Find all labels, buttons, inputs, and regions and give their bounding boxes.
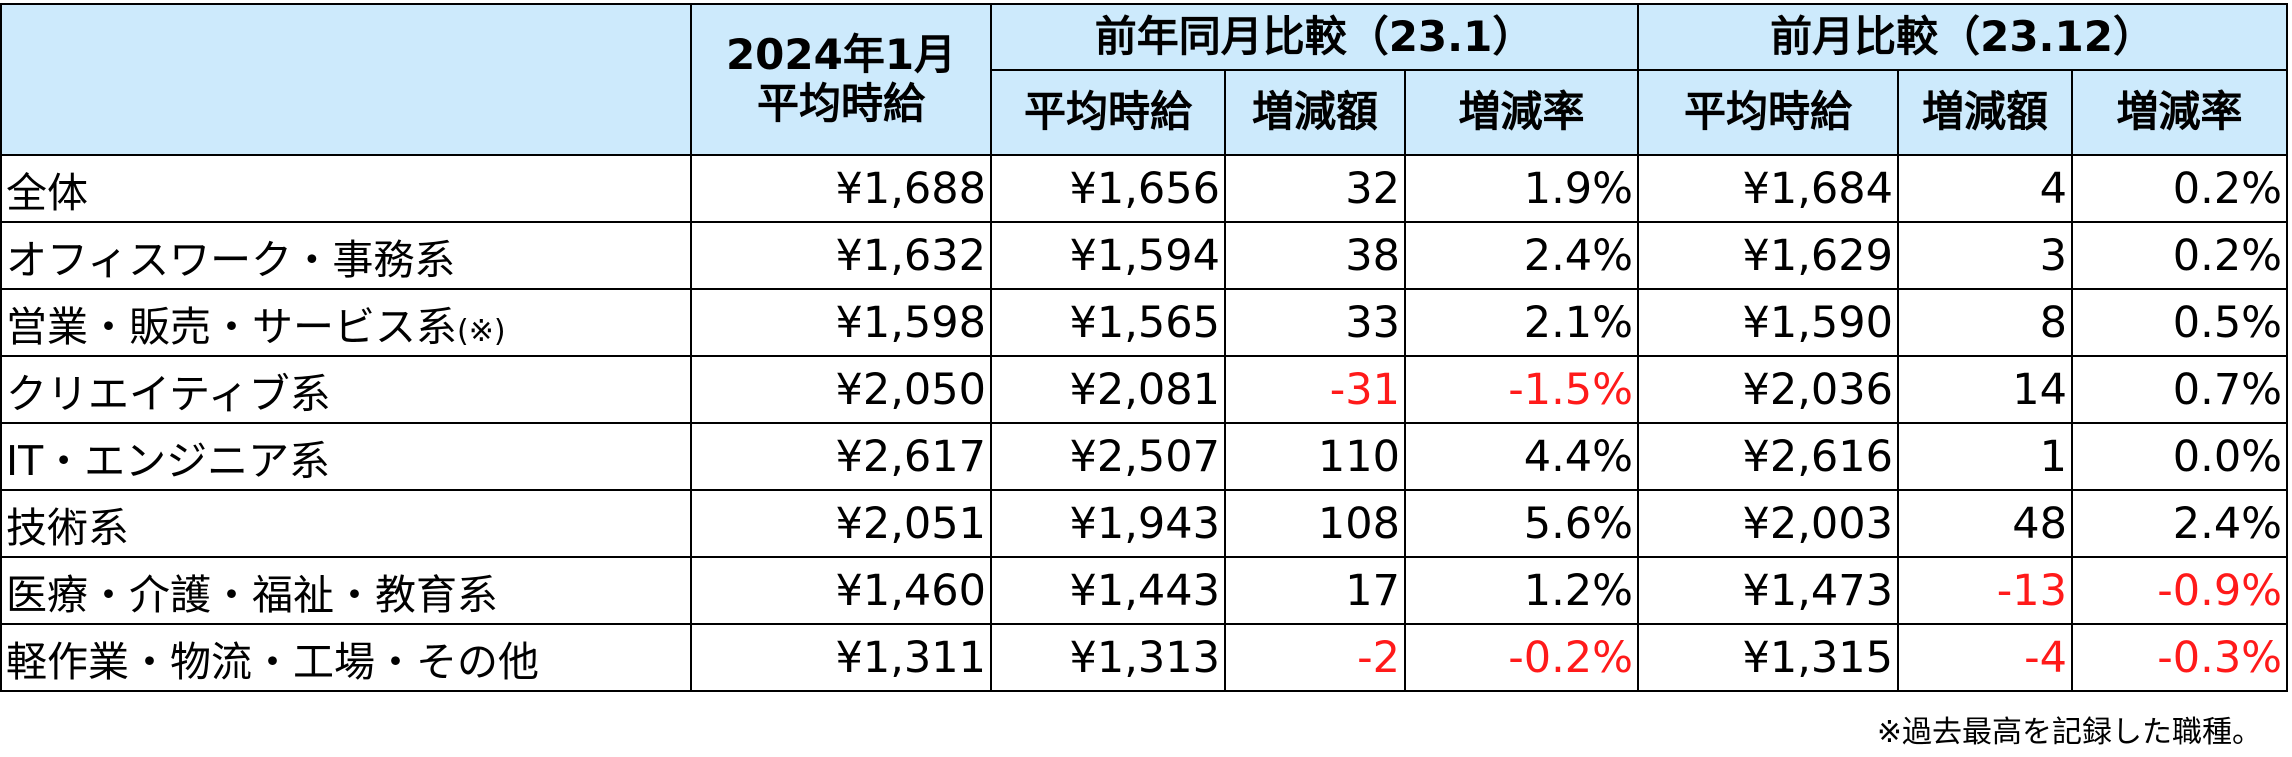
yoy-rate-cell: 1.9% <box>1403 154 1640 223</box>
mom-diff-cell: -4 <box>1897 623 2074 692</box>
current-month-sublabel: 平均時給 <box>756 78 925 128</box>
mom-diff-cell: 48 <box>1897 489 2074 558</box>
yoy-diff-cell: 108 <box>1224 489 1406 558</box>
table-row: 医療・介護・福祉・教育系 ¥1,460 ¥1,443 17 1.2% ¥1,473 -13-… <box>0 556 2289 625</box>
mom-diff-cell: -13 <box>1897 556 2074 625</box>
current-avg-cell: ¥1,688 <box>690 154 992 223</box>
yoy-avg-cell: ¥1,313 <box>990 623 1226 692</box>
category-cell: 医療・介護・福祉・教育系 <box>0 556 692 625</box>
current-avg-cell: ¥2,051 <box>690 489 992 558</box>
mom-diff-cell: 14 <box>1897 355 2074 424</box>
mom-rate-header: 増減率 <box>2071 69 2289 156</box>
table-row: 軽作業・物流・工場・その他 ¥1,311 ¥1,313 -2 -0.2% ¥1,315 -4… <box>0 623 2289 692</box>
mom-rate-cell: -0.3% <box>2071 623 2289 692</box>
category-label: 営業・販売・サービス系 <box>6 302 457 351</box>
current-month-label: 2024年1月 <box>725 30 957 80</box>
category-header-blank <box>0 3 692 156</box>
category-label: 軽作業・物流・工場・その他 <box>6 637 539 686</box>
yoy-diff-cell: 32 <box>1224 154 1406 223</box>
current-avg-cell: ¥2,050 <box>690 355 992 424</box>
yoy-rate-cell: -1.5% <box>1403 355 1640 424</box>
category-cell: オフィスワーク・事務系 <box>0 221 692 290</box>
yoy-avg-cell: ¥1,565 <box>990 288 1226 357</box>
table-row: オフィスワーク・事務系 ¥1,632 ¥1,594 38 2.4% ¥1,629 3 0.2% <box>0 221 2289 290</box>
mom-rate-cell: 0.0% <box>2071 422 2289 491</box>
mom-avg-cell: ¥2,003 <box>1637 489 1900 558</box>
yoy-avg-cell: ¥1,443 <box>990 556 1226 625</box>
category-cell: 軽作業・物流・工場・その他 <box>0 623 692 692</box>
category-label: 医療・介護・福祉・教育系 <box>6 570 498 619</box>
current-avg-cell: ¥2,617 <box>690 422 992 491</box>
current-month-header: 2024年1月 平均時給 <box>690 3 992 156</box>
table-body: 全体 ¥1,688 ¥1,656 32 1.9% ¥1,684 4 0.2% オフィスワーク・事… <box>0 154 2289 692</box>
yoy-avg-cell: ¥1,594 <box>990 221 1226 290</box>
mom-avg-cell: ¥1,473 <box>1637 556 1900 625</box>
category-cell: 技術系 <box>0 489 692 558</box>
category-label: IT・エンジニア系 <box>6 436 331 485</box>
yoy-diff-cell: 38 <box>1224 221 1406 290</box>
current-avg-cell: ¥1,632 <box>690 221 992 290</box>
yoy-diff-cell: -2 <box>1224 623 1406 692</box>
mom-rate-cell: 0.2% <box>2071 154 2289 223</box>
mom-avg-cell: ¥1,590 <box>1637 288 1900 357</box>
category-label: オフィスワーク・事務系 <box>6 235 456 284</box>
yoy-rate-cell: 1.2% <box>1403 556 1640 625</box>
yoy-group-header: 前年同月比較（23.1） <box>989 3 1640 71</box>
category-cell: 全体 <box>0 154 692 223</box>
mom-diff-cell: 1 <box>1897 422 2074 491</box>
mom-diff-header: 増減額 <box>1897 69 2074 156</box>
mom-rate-cell: 0.7% <box>2071 355 2289 424</box>
mom-avg-cell: ¥1,684 <box>1637 154 1900 223</box>
current-avg-cell: ¥1,311 <box>690 623 992 692</box>
yoy-avg-cell: ¥2,507 <box>990 422 1226 491</box>
category-label: 技術系 <box>6 503 129 552</box>
yoy-rate-cell: 2.4% <box>1403 221 1640 290</box>
mom-group-header: 前月比較（23.12） <box>1637 3 2289 71</box>
mom-rate-cell: 0.5% <box>2071 288 2289 357</box>
yoy-diff-header: 増減額 <box>1224 69 1406 156</box>
wage-comparison-table: 2024年1月 平均時給 前年同月比較（23.1） 前月比較（23.12） 平均… <box>0 3 2289 692</box>
mom-diff-cell: 4 <box>1897 154 2074 223</box>
yoy-rate-header: 増減率 <box>1403 69 1640 156</box>
yoy-rate-cell: 4.4% <box>1403 422 1640 491</box>
yoy-avg-cell: ¥1,656 <box>990 154 1226 223</box>
mom-avg-cell: ¥2,036 <box>1637 355 1900 424</box>
table-row: IT・エンジニア系 ¥2,617 ¥2,507 110 4.4% ¥2,616 1 0.0% <box>0 422 2289 491</box>
current-avg-cell: ¥1,598 <box>690 288 992 357</box>
yoy-avg-cell: ¥2,081 <box>990 355 1226 424</box>
mom-diff-cell: 3 <box>1897 221 2074 290</box>
mom-diff-cell: 8 <box>1897 288 2074 357</box>
current-avg-cell: ¥1,460 <box>690 556 992 625</box>
category-cell: クリエイティブ系 <box>0 355 692 424</box>
category-cell: 営業・販売・サービス系(※) <box>0 288 692 357</box>
mom-avg-cell: ¥1,315 <box>1637 623 1900 692</box>
yoy-avg-header: 平均時給 <box>990 69 1226 156</box>
mom-rate-cell: -0.9% <box>2071 556 2289 625</box>
yoy-avg-cell: ¥1,943 <box>990 489 1226 558</box>
yoy-rate-cell: 5.6% <box>1403 489 1640 558</box>
yoy-rate-cell: 2.1% <box>1403 288 1640 357</box>
table-row: 全体 ¥1,688 ¥1,656 32 1.9% ¥1,684 4 0.2% <box>0 154 2289 223</box>
record-high-note: (※) <box>457 313 506 349</box>
category-cell: IT・エンジニア系 <box>0 422 692 491</box>
table-row: 営業・販売・サービス系(※) ¥1,598 ¥1,565 33 2.1% ¥1,590 8 0… <box>0 288 2289 357</box>
mom-avg-cell: ¥2,616 <box>1637 422 1900 491</box>
category-label: クリエイティブ系 <box>6 369 331 418</box>
table-row: クリエイティブ系 ¥2,050 ¥2,081 -31 -1.5% ¥2,036 14 0.7% <box>0 355 2289 424</box>
category-label: 全体 <box>6 168 88 217</box>
yoy-diff-cell: 110 <box>1224 422 1406 491</box>
yoy-diff-cell: 17 <box>1224 556 1406 625</box>
yoy-diff-cell: 33 <box>1224 288 1406 357</box>
mom-avg-cell: ¥1,629 <box>1637 221 1900 290</box>
table-row: 技術系 ¥2,051 ¥1,943 108 5.6% ¥2,003 48 2.4% <box>0 489 2289 558</box>
mom-avg-header: 平均時給 <box>1637 69 1900 156</box>
mom-rate-cell: 0.2% <box>2071 221 2289 290</box>
yoy-rate-cell: -0.2% <box>1403 623 1640 692</box>
mom-rate-cell: 2.4% <box>2071 489 2289 558</box>
footnote: ※過去最高を記録した職種。 <box>1876 715 2262 750</box>
yoy-diff-cell: -31 <box>1224 355 1406 424</box>
